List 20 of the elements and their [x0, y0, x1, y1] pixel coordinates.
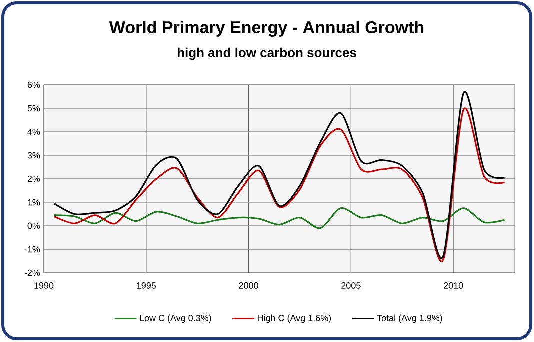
y-tick-label: 2%: [28, 176, 40, 182]
chart-title: World Primary Energy - Annual Growth: [109, 21, 424, 37]
y-tick-label: 0%: [28, 222, 40, 230]
y-tick-label: -1%: [24, 246, 40, 253]
x-tick-label: 1995: [137, 282, 156, 289]
y-tick-label: 4%: [28, 128, 40, 136]
line-series: [53, 208, 506, 230]
legend-label: High C (Avg 1.6%): [258, 314, 332, 324]
legend-label: Total (Avg 1.9%): [377, 314, 442, 324]
y-tick-label: 1%: [28, 199, 40, 206]
x-tick-label: 2010: [444, 282, 464, 289]
x-tick-label: 1990: [34, 282, 54, 289]
x-tick-label: 2000: [239, 282, 258, 289]
y-tick-label: -2%: [24, 270, 40, 276]
y-tick-label: 3%: [28, 152, 40, 159]
x-tick-label: 2005: [342, 282, 361, 289]
legend-label: Low C (Avg 0.3%): [140, 314, 212, 324]
y-tick-label: 6%: [28, 82, 40, 88]
y-tick-label: 5%: [28, 105, 40, 112]
chart-subtitle: high and low carbon sources: [178, 48, 356, 60]
